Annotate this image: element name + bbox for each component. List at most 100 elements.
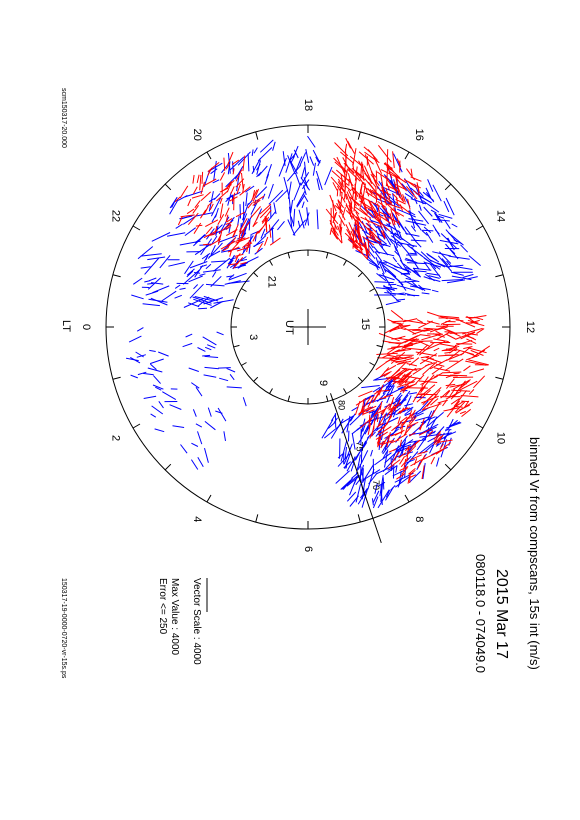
plot-date: 2015 Mar 17 [493,569,510,659]
velocity-vector [351,186,365,201]
velocity-vector [448,255,470,260]
velocity-vector [211,260,226,263]
velocity-vector [144,257,160,275]
velocity-vector [420,453,436,462]
velocity-vector [373,217,390,232]
velocity-vector [416,344,429,356]
velocity-vector [385,377,402,380]
velocity-vector [368,181,382,199]
velocity-vector [476,328,485,335]
velocity-vector [366,394,374,400]
beam-line [330,393,382,544]
velocity-vector [350,461,355,472]
velocity-vector [374,413,379,422]
velocity-vector [353,208,360,215]
ut-tick [233,344,240,348]
velocity-vector [203,205,209,215]
lt-hour-label: 14 [494,210,506,222]
velocity-vector [409,469,416,476]
velocity-vector [210,244,216,255]
velocity-vector [147,367,163,373]
velocity-vector [436,457,440,467]
velocity-vector [469,315,487,319]
velocity-vector [180,214,195,218]
velocity-vector [315,170,323,191]
velocity-vector [386,403,397,417]
velocity-vector [385,196,393,204]
velocity-vector [427,430,434,438]
velocity-vector [182,269,200,285]
lt-tick [475,225,484,231]
velocity-vector [277,220,285,231]
velocity-vector [227,246,240,253]
velocity-vector [402,194,406,203]
velocity-vector [295,172,301,186]
velocity-vector [349,495,359,507]
velocity-vector [395,465,398,473]
ut-tick [253,272,259,278]
velocity-vector [397,348,406,352]
velocity-vector [226,182,232,193]
velocity-vector [449,248,456,255]
velocity-vector [446,378,455,389]
velocity-vector [392,256,398,263]
velocity-vector [387,270,404,286]
ut-tick [325,252,329,259]
velocity-vector [207,344,216,349]
velocity-vector [378,260,385,274]
velocity-vector [346,473,363,487]
velocity-vector [368,262,380,269]
velocity-vector [142,372,154,376]
velocity-vector [219,187,229,193]
velocity-vector [316,178,320,191]
velocity-vector [436,374,458,377]
velocity-vector [420,355,430,359]
velocity-vector [258,165,268,177]
velocity-vector [251,149,254,156]
velocity-vector [407,328,421,331]
velocity-vector [186,268,195,276]
velocity-vector [460,331,475,340]
velocity-vector [423,226,432,234]
velocity-vector [435,330,443,336]
velocity-vector [126,357,139,362]
velocity-vector [436,215,443,224]
velocity-vector [403,342,414,346]
velocity-vector [448,421,461,427]
velocity-vector [363,181,370,197]
velocity-vector [450,271,464,276]
velocity-vector [433,333,446,338]
velocity-vector [257,147,273,162]
velocity-vector [247,202,253,209]
velocity-vector [361,405,377,413]
velocity-vector [404,412,411,417]
velocity-vector [447,279,466,284]
velocity-vector [145,290,159,296]
velocity-vector [365,237,374,249]
velocity-vector [242,397,247,407]
velocity-vector [256,160,261,175]
ut-tick [287,395,291,402]
velocity-vector [361,196,381,207]
velocity-vector [467,276,478,280]
velocity-vector [260,228,266,239]
velocity-vector [468,255,481,266]
velocity-vector [321,419,334,439]
velocity-vector [231,159,240,166]
velocity-vector [443,200,450,213]
velocity-vector [337,453,344,459]
velocity-vector [289,206,293,228]
velocity-vector [200,181,205,195]
velocity-vector [339,186,346,194]
velocity-vector [386,182,390,191]
velocity-vector [407,338,418,345]
velocity-vector [182,342,193,348]
velocity-vector [285,153,293,173]
velocity-vector [408,468,416,475]
velocity-vector [357,454,361,469]
lt-tick [112,274,121,278]
velocity-vector [286,164,302,182]
velocity-vector [386,386,395,404]
velocity-vector [355,397,367,406]
velocity-vector [403,425,413,436]
